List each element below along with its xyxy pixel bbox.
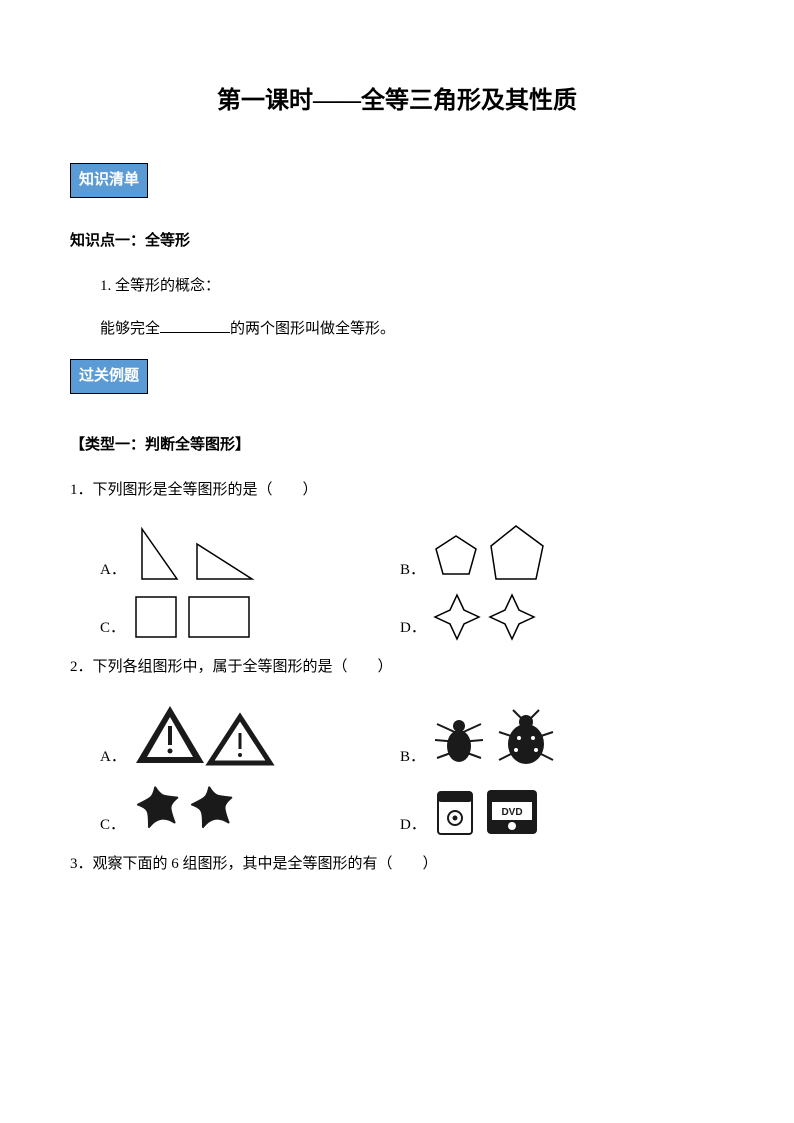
knowledge-point-1-title: 知识点一：全等形 [70, 228, 724, 255]
svg-text:DVD: DVD [501, 807, 522, 818]
option-label: A． [100, 557, 126, 584]
triangles-icon [132, 524, 262, 584]
kp1-concept-line1: 1. 全等形的概念： [100, 273, 724, 300]
section-examples-tag: 过关例题 [70, 359, 148, 394]
warning-triangles-icon [132, 701, 282, 771]
fill-blank [160, 318, 230, 333]
option-label: B． [400, 744, 425, 771]
q1-option-a: A． [100, 524, 400, 584]
q2-text: 2．下列各组图形中，属于全等图形的是（ ） [70, 654, 724, 681]
q2-option-b: B． [400, 706, 700, 771]
q1-option-b: B． [400, 524, 700, 584]
kp1-line2-part-a: 能够完全 [100, 321, 160, 337]
option-label: D． [400, 812, 426, 839]
section-knowledge-tag: 知识清单 [70, 163, 148, 198]
pentagons-icon [431, 524, 561, 584]
option-label: B． [400, 557, 425, 584]
page-title: 第一课时——全等三角形及其性质 [70, 80, 724, 123]
kp1-line2-part-b: 的两个图形叫做全等形。 [230, 321, 395, 337]
stars4-icon [432, 592, 552, 642]
type1-title: 【类型一：判断全等图形】 [70, 432, 724, 459]
option-label: D． [400, 615, 426, 642]
q2-option-c: C． [100, 779, 400, 839]
bugs-icon [431, 706, 561, 771]
q1-option-d: D． [400, 592, 700, 642]
option-label: C． [100, 615, 125, 642]
kp1-concept-line2: 能够完全 的两个图形叫做全等形。 [100, 316, 724, 343]
q1-text: 1．下列图形是全等图形的是（ ） [70, 477, 724, 504]
q3-text: 3．观察下面的 6 组图形，其中是全等图形的有（ ） [70, 851, 724, 878]
q2-option-d: D． DVD [400, 784, 700, 839]
cans-icon: DVD [432, 784, 552, 839]
option-label: A． [100, 744, 126, 771]
option-label: C． [100, 812, 125, 839]
squares-icon [131, 592, 261, 642]
q2-option-a: A． [100, 701, 400, 771]
stars5-icon [131, 779, 261, 839]
q1-option-c: C． [100, 592, 400, 642]
